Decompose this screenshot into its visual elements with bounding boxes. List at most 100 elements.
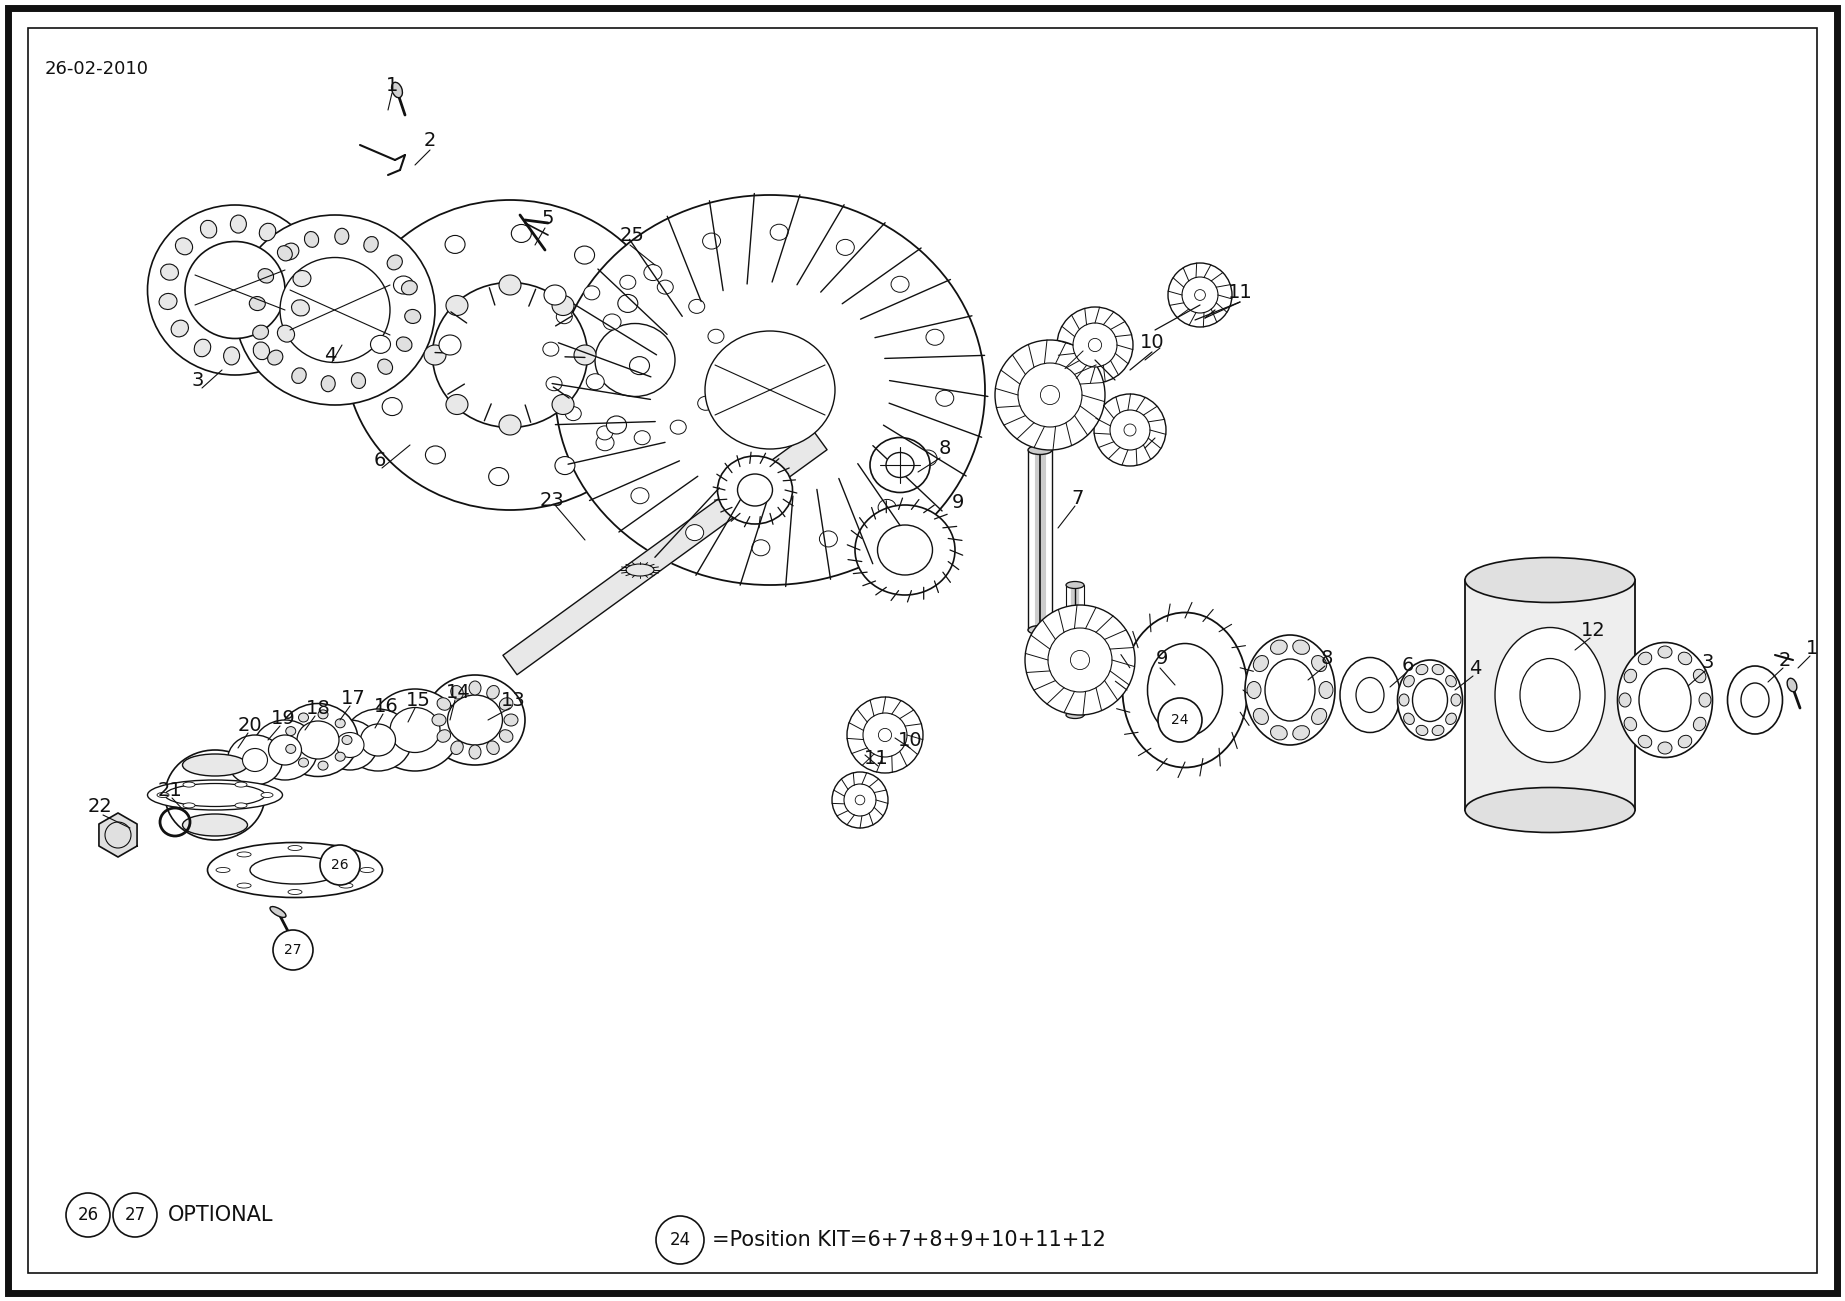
- Text: 8: 8: [939, 438, 952, 458]
- Ellipse shape: [1417, 726, 1428, 735]
- Ellipse shape: [1319, 682, 1332, 699]
- Ellipse shape: [260, 224, 275, 241]
- Ellipse shape: [445, 235, 465, 254]
- Ellipse shape: [1659, 742, 1672, 755]
- Ellipse shape: [1041, 385, 1059, 405]
- Ellipse shape: [469, 745, 482, 758]
- Ellipse shape: [339, 852, 352, 857]
- Ellipse shape: [183, 814, 247, 837]
- Ellipse shape: [269, 907, 286, 917]
- Text: 25: 25: [620, 225, 644, 245]
- Ellipse shape: [854, 505, 956, 595]
- Ellipse shape: [432, 714, 446, 726]
- Ellipse shape: [304, 232, 319, 247]
- Ellipse shape: [277, 246, 292, 262]
- Ellipse shape: [279, 704, 358, 777]
- Ellipse shape: [1465, 558, 1635, 602]
- Ellipse shape: [1679, 652, 1692, 665]
- Ellipse shape: [1397, 660, 1463, 740]
- Ellipse shape: [1638, 652, 1651, 665]
- Ellipse shape: [1638, 669, 1692, 731]
- Ellipse shape: [1247, 682, 1260, 699]
- Ellipse shape: [753, 540, 769, 556]
- Text: 16: 16: [375, 696, 399, 716]
- Text: 21: 21: [157, 781, 183, 800]
- Text: 1: 1: [1806, 639, 1817, 657]
- Ellipse shape: [334, 228, 349, 245]
- Ellipse shape: [292, 299, 310, 316]
- Ellipse shape: [339, 883, 352, 889]
- Ellipse shape: [1089, 338, 1101, 351]
- Ellipse shape: [234, 803, 247, 808]
- Circle shape: [273, 930, 314, 971]
- Ellipse shape: [738, 474, 773, 506]
- Ellipse shape: [258, 268, 273, 284]
- Ellipse shape: [1399, 693, 1410, 706]
- Ellipse shape: [1066, 582, 1085, 588]
- Ellipse shape: [282, 243, 299, 260]
- Ellipse shape: [336, 718, 345, 727]
- Text: 3: 3: [192, 371, 205, 389]
- Ellipse shape: [1659, 647, 1672, 658]
- Ellipse shape: [607, 416, 627, 435]
- Circle shape: [1159, 699, 1201, 742]
- Ellipse shape: [1124, 424, 1137, 436]
- Ellipse shape: [269, 735, 301, 765]
- Text: 14: 14: [446, 683, 470, 701]
- Ellipse shape: [583, 286, 600, 299]
- Ellipse shape: [546, 377, 563, 390]
- Ellipse shape: [500, 730, 513, 743]
- Ellipse shape: [670, 420, 686, 435]
- Ellipse shape: [297, 721, 339, 758]
- Ellipse shape: [253, 325, 269, 340]
- Ellipse shape: [657, 280, 673, 294]
- Ellipse shape: [1070, 650, 1090, 670]
- Ellipse shape: [404, 310, 421, 324]
- Text: 19: 19: [271, 709, 295, 727]
- Ellipse shape: [878, 500, 897, 515]
- Ellipse shape: [625, 565, 653, 576]
- Ellipse shape: [1168, 263, 1232, 327]
- Text: 26: 26: [332, 857, 349, 872]
- Ellipse shape: [371, 336, 391, 354]
- Ellipse shape: [1018, 363, 1081, 427]
- Ellipse shape: [277, 325, 295, 342]
- Ellipse shape: [596, 435, 614, 450]
- Ellipse shape: [1266, 660, 1315, 721]
- Ellipse shape: [1446, 713, 1456, 725]
- Ellipse shape: [389, 708, 439, 752]
- Ellipse shape: [426, 446, 445, 464]
- Ellipse shape: [856, 795, 865, 805]
- Ellipse shape: [574, 345, 596, 366]
- Ellipse shape: [1624, 669, 1637, 683]
- Text: 6: 6: [1402, 656, 1413, 674]
- Ellipse shape: [555, 457, 576, 475]
- Ellipse shape: [688, 299, 705, 314]
- Ellipse shape: [1094, 394, 1166, 466]
- Ellipse shape: [288, 846, 303, 851]
- Text: 11: 11: [1227, 282, 1253, 302]
- Ellipse shape: [351, 372, 365, 389]
- Ellipse shape: [242, 748, 268, 771]
- Ellipse shape: [231, 215, 247, 233]
- Ellipse shape: [1111, 410, 1149, 450]
- Text: 12: 12: [1581, 621, 1605, 640]
- Text: 4: 4: [1469, 658, 1482, 678]
- Ellipse shape: [544, 285, 566, 304]
- Ellipse shape: [280, 258, 389, 363]
- Ellipse shape: [1339, 657, 1400, 732]
- Ellipse shape: [878, 729, 891, 742]
- Ellipse shape: [397, 337, 411, 351]
- Ellipse shape: [299, 713, 308, 722]
- Ellipse shape: [184, 242, 284, 338]
- Text: 27: 27: [284, 943, 303, 958]
- Ellipse shape: [871, 437, 930, 493]
- Ellipse shape: [919, 450, 937, 466]
- Ellipse shape: [292, 368, 306, 384]
- Ellipse shape: [557, 310, 572, 324]
- Ellipse shape: [565, 407, 581, 420]
- Ellipse shape: [1699, 693, 1710, 706]
- Ellipse shape: [631, 488, 649, 503]
- Ellipse shape: [847, 697, 922, 773]
- Text: 2: 2: [1779, 650, 1791, 670]
